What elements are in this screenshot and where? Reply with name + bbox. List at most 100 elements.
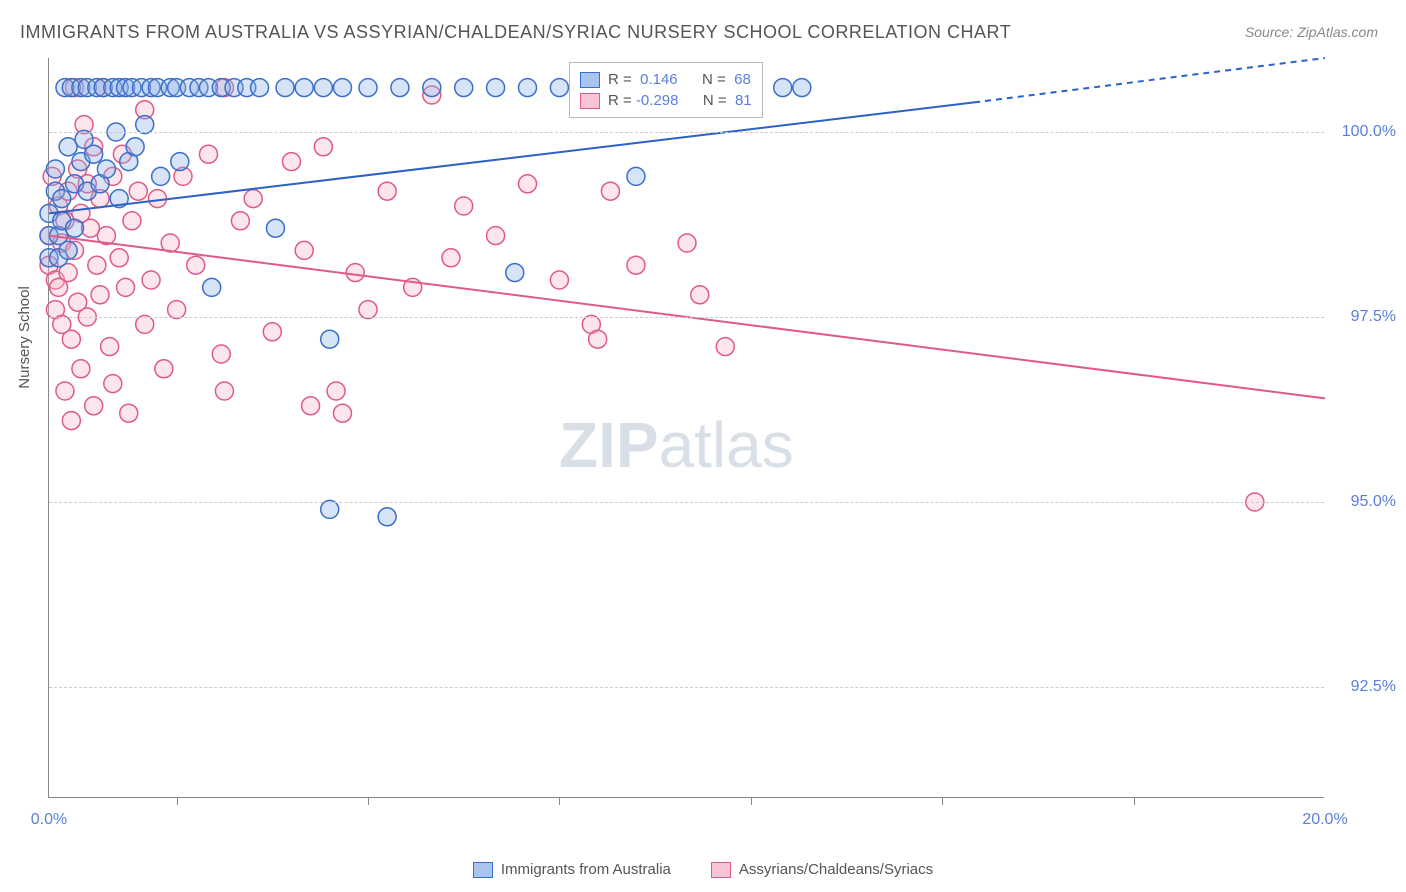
data-point-assyrians (136, 315, 154, 333)
data-point-australia (314, 79, 332, 97)
data-point-assyrians (359, 301, 377, 319)
data-point-australia (59, 241, 77, 259)
data-point-assyrians (104, 375, 122, 393)
n-value-australia: 68 (734, 71, 751, 88)
data-point-australia (391, 79, 409, 97)
data-point-australia (266, 219, 284, 237)
data-point-assyrians (200, 145, 218, 163)
source-value: ZipAtlas.com (1297, 24, 1378, 40)
data-point-assyrians (716, 338, 734, 356)
data-point-assyrians (187, 256, 205, 274)
bottom-legend-australia: Immigrants from Australia (473, 861, 671, 878)
data-point-assyrians (678, 234, 696, 252)
data-point-australia (321, 500, 339, 518)
legend-n-australia: N = 68 (702, 71, 751, 88)
r-label-2: R = (608, 92, 632, 109)
xtick-label-min: 0.0% (31, 811, 67, 829)
data-point-assyrians (129, 182, 147, 200)
data-point-australia (333, 79, 351, 97)
data-point-australia (378, 508, 396, 526)
data-point-assyrians (142, 271, 160, 289)
n-label: N = (702, 71, 726, 88)
data-point-assyrians (333, 404, 351, 422)
data-point-australia (793, 79, 811, 97)
data-point-assyrians (263, 323, 281, 341)
data-point-assyrians (62, 412, 80, 430)
data-point-assyrians (550, 271, 568, 289)
n-label-2: N = (703, 92, 727, 109)
data-point-australia (136, 116, 154, 134)
data-point-assyrians (231, 212, 249, 230)
data-point-australia (46, 160, 64, 178)
data-point-australia (519, 79, 537, 97)
source-label: Source: (1245, 24, 1293, 40)
bottom-label-assyrians: Assyrians/Chaldeans/Syriacs (739, 861, 933, 878)
data-point-australia (295, 79, 313, 97)
legend-r-australia: R = 0.146 (608, 71, 678, 88)
data-point-australia (152, 167, 170, 185)
xtick-label-max: 20.0% (1302, 811, 1347, 829)
bottom-swatch-australia (473, 862, 493, 878)
data-point-australia (97, 160, 115, 178)
data-point-assyrians (519, 175, 537, 193)
legend-r-assyrians: R = -0.298 (608, 92, 678, 109)
data-point-australia (550, 79, 568, 97)
data-point-australia (423, 79, 441, 97)
data-point-assyrians (327, 382, 345, 400)
source-credit: Source: ZipAtlas.com (1245, 24, 1378, 40)
ytick-label: 95.0% (1351, 493, 1396, 511)
n-value-assyrians: 81 (735, 92, 752, 109)
data-point-australia (203, 278, 221, 296)
data-point-assyrians (215, 382, 233, 400)
data-point-assyrians (212, 345, 230, 363)
ytick-label: 100.0% (1342, 123, 1396, 141)
data-point-australia (126, 138, 144, 156)
data-point-australia (321, 330, 339, 348)
data-point-assyrians (302, 397, 320, 415)
bottom-legend: Immigrants from Australia Assyrians/Chal… (0, 861, 1406, 878)
legend-row-assyrians: R = -0.298 N = 81 (580, 90, 752, 111)
data-point-australia (53, 190, 71, 208)
legend-n-assyrians: N = 81 (703, 92, 752, 109)
data-point-australia (455, 79, 473, 97)
data-point-australia (359, 79, 377, 97)
data-point-assyrians (691, 286, 709, 304)
bottom-label-australia: Immigrants from Australia (501, 861, 671, 878)
data-point-assyrians (295, 241, 313, 259)
data-point-assyrians (56, 382, 74, 400)
r-value-australia: 0.146 (640, 71, 678, 88)
y-axis-label: Nursery School (16, 286, 33, 389)
data-point-assyrians (442, 249, 460, 267)
trend-line (974, 58, 1325, 102)
data-point-assyrians (487, 227, 505, 245)
data-point-assyrians (155, 360, 173, 378)
data-point-assyrians (72, 360, 90, 378)
data-point-assyrians (148, 190, 166, 208)
data-point-assyrians (168, 301, 186, 319)
data-point-assyrians (314, 138, 332, 156)
data-point-australia (171, 153, 189, 171)
data-point-assyrians (85, 397, 103, 415)
data-point-australia (774, 79, 792, 97)
bottom-swatch-assyrians (711, 862, 731, 878)
data-point-australia (66, 219, 84, 237)
data-point-assyrians (88, 256, 106, 274)
data-point-assyrians (101, 338, 119, 356)
data-point-assyrians (455, 197, 473, 215)
data-point-assyrians (378, 182, 396, 200)
data-point-assyrians (123, 212, 141, 230)
data-point-assyrians (346, 264, 364, 282)
data-point-assyrians (91, 286, 109, 304)
data-point-australia (506, 264, 524, 282)
data-point-assyrians (589, 330, 607, 348)
legend-swatch-assyrians (580, 93, 600, 109)
correlation-legend: R = 0.146 N = 68 R = -0.298 N = 81 (569, 62, 763, 118)
ytick-label: 97.5% (1351, 308, 1396, 326)
chart-plot-area: ZIPatlas R = 0.146 N = 68 R = -0.298 N =… (48, 58, 1324, 798)
r-label: R = (608, 71, 632, 88)
data-point-australia (85, 145, 103, 163)
ytick-label: 92.5% (1351, 678, 1396, 696)
data-point-assyrians (282, 153, 300, 171)
legend-row-australia: R = 0.146 N = 68 (580, 69, 752, 90)
data-point-australia (276, 79, 294, 97)
